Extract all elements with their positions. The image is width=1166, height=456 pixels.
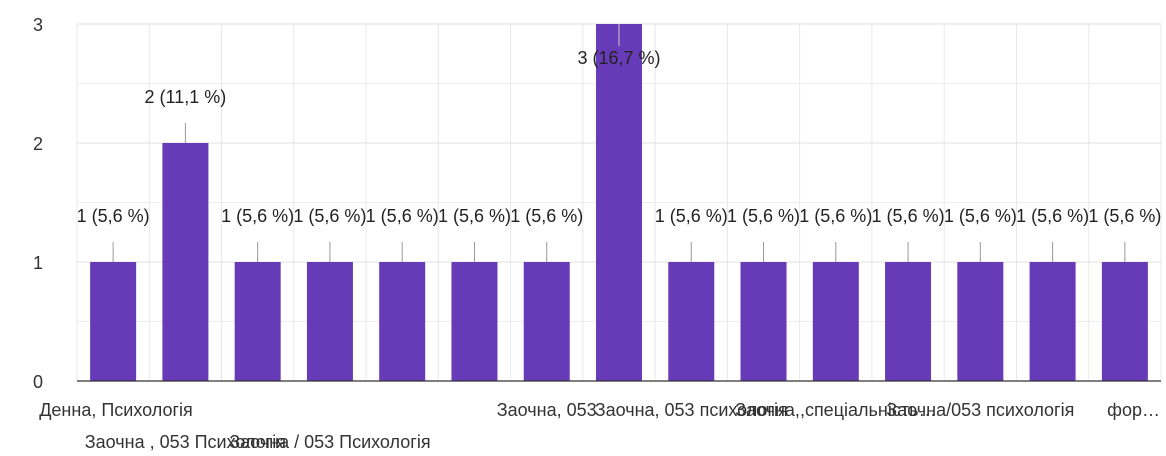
bar[interactable] (668, 262, 715, 381)
data-label: 3 (16,7 %) (577, 48, 660, 68)
data-label: 1 (5,6 %) (510, 206, 583, 226)
y-tick-labels: 0 1 2 3 (33, 15, 43, 392)
bar[interactable] (162, 143, 209, 381)
data-label: 1 (5,6 %) (727, 206, 800, 226)
bar[interactable] (379, 262, 426, 381)
data-label: 1 (5,6 %) (77, 206, 150, 226)
bar[interactable] (596, 24, 642, 381)
x-tick-label: Денна, Психологія (39, 400, 193, 420)
data-label: 1 (5,6 %) (799, 206, 872, 226)
x-tick-label: Заочна, 053 (497, 400, 597, 420)
y-tick-label: 2 (33, 134, 43, 154)
x-tick-labels: Денна, Психологія Заочна , 053 Психологія… (39, 400, 1160, 452)
data-label: 1 (5,6 %) (1088, 206, 1161, 226)
data-label: 2 (11,1 %) (145, 87, 227, 107)
y-tick-label: 1 (33, 253, 43, 273)
data-labels: 1 (5,6 %)2 (11,1 %)1 (5,6 %) 1 (5,6 %) 1 (… (77, 24, 1161, 262)
bar[interactable] (812, 262, 859, 381)
bar[interactable] (885, 262, 932, 381)
bar[interactable] (523, 262, 570, 381)
data-label: 1 (5,6 %) (1016, 206, 1089, 226)
data-label: 1 (5,6 %) (366, 206, 439, 226)
bar[interactable] (234, 262, 281, 381)
x-tick-label: Заочна,,спеціальність… (735, 400, 936, 420)
x-tick-label: Заочна / 053 Психологія (229, 432, 430, 451)
x-tick-label: Заочна , 053 Психологія (85, 432, 286, 451)
data-label: 1 (5,6 %) (438, 206, 511, 226)
bar[interactable] (1029, 262, 1076, 381)
bar[interactable] (451, 262, 498, 381)
data-label: 1 (5,6 %) (293, 206, 366, 226)
data-label: 1 (5,6 %) (872, 206, 945, 226)
data-label: 1 (5,6 %) (655, 206, 728, 226)
bar[interactable] (306, 262, 353, 381)
data-label: 1 (5,6 %) (221, 206, 294, 226)
bar[interactable] (740, 262, 787, 381)
bar[interactable] (957, 262, 1004, 381)
y-tick-label: 0 (33, 372, 43, 392)
data-label: 1 (5,6 %) (944, 206, 1017, 226)
bar[interactable] (1101, 262, 1148, 381)
bars (90, 24, 1148, 381)
bar[interactable] (90, 262, 137, 381)
x-tick-label: Заочна/053 психологія (886, 400, 1074, 420)
x-tick-label: Заочна, 053 психологія (595, 400, 788, 420)
y-tick-label: 3 (33, 15, 43, 35)
x-tick-label: фор… (1107, 400, 1160, 420)
